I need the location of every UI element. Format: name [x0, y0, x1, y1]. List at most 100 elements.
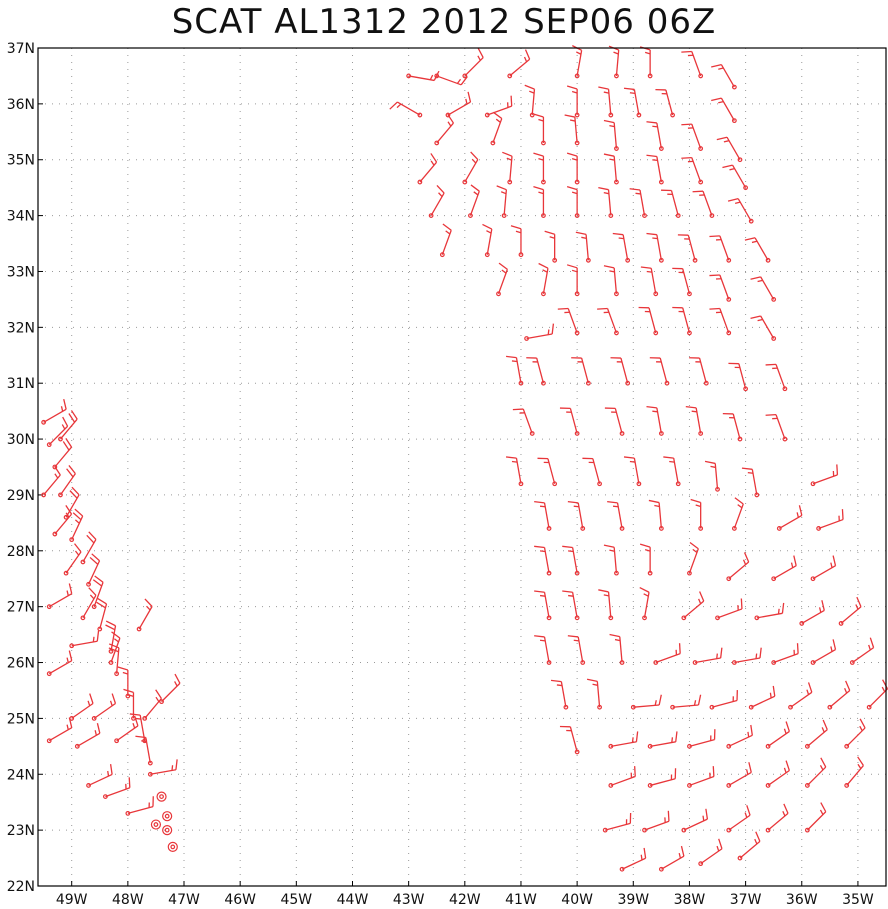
wind-barb: [647, 768, 677, 788]
barb-feather: [598, 589, 609, 593]
barb-half-feather: [573, 505, 579, 508]
barb-half-feather: [754, 838, 758, 845]
barb-half-feather: [718, 67, 724, 70]
wind-barb: [689, 357, 709, 386]
barb-feather: [603, 119, 615, 124]
wind-barb: [726, 805, 751, 833]
barb-half-feather: [757, 279, 763, 283]
barb-staff: [665, 89, 674, 116]
wind-barb: [123, 688, 136, 721]
barb-feather: [859, 718, 866, 729]
barb-staff: [846, 765, 864, 786]
barb-half-feather: [710, 465, 716, 469]
barb-half-feather: [818, 607, 822, 613]
barb-feather: [498, 262, 508, 270]
barb-staff: [728, 561, 750, 580]
barb-feather: [857, 756, 864, 766]
wind-barb: [566, 85, 580, 118]
barb-feather: [117, 666, 129, 671]
barb-feather: [681, 123, 692, 126]
barb-half-feather: [539, 550, 546, 553]
barb-feather: [96, 723, 101, 734]
barb-half-feather: [473, 191, 479, 196]
wind-barb: [849, 637, 875, 665]
barb-half-feather: [538, 157, 544, 161]
wind-barb: [709, 235, 732, 263]
barb-half-feather: [135, 717, 141, 720]
barb-half-feather: [66, 657, 69, 663]
barb-staff: [670, 190, 679, 216]
wind-barb: [524, 323, 555, 341]
barb-feather: [623, 87, 635, 91]
wind-barb: [582, 457, 602, 487]
wind-barb: [748, 685, 776, 710]
wind-barb: [687, 541, 699, 576]
wind-barb: [709, 274, 732, 302]
y-tick-label: 28N: [7, 544, 35, 560]
barb-half-feather: [744, 812, 748, 818]
barb-feather: [74, 508, 84, 517]
wind-barb: [533, 113, 546, 146]
barb-feather: [65, 505, 73, 515]
barb-half-feather: [568, 594, 574, 597]
wind-barb: [46, 717, 73, 744]
barb-feather: [433, 70, 440, 81]
wind-barb: [63, 486, 80, 520]
barb-staff: [161, 682, 181, 703]
barb-feather: [822, 719, 828, 730]
wind-barb: [844, 756, 864, 788]
barb-staff: [818, 518, 844, 530]
barb-staff: [658, 502, 663, 529]
barb-staff: [767, 730, 790, 747]
wind-barb: [810, 464, 839, 487]
barb-staff: [613, 122, 618, 149]
barb-feather: [748, 762, 752, 773]
barb-staff: [607, 591, 612, 618]
barb-feather: [772, 685, 776, 697]
wind-barb: [609, 633, 625, 665]
barb-half-feather: [571, 90, 578, 94]
barb-feather: [658, 694, 662, 706]
barb-staff: [145, 737, 151, 764]
barb-half-feather: [868, 644, 871, 651]
barb-half-feather: [734, 201, 741, 204]
barb-staff: [851, 647, 874, 664]
barb-feather: [586, 678, 598, 682]
barb-half-feather: [146, 605, 151, 611]
barb-half-feather: [742, 559, 747, 565]
barb-half-feather: [87, 700, 91, 706]
barb-staff: [569, 408, 578, 434]
wind-barb: [507, 49, 531, 79]
barb-staff: [650, 268, 657, 294]
barb-feather: [744, 237, 756, 241]
barb-staff: [82, 539, 97, 563]
barb-half-feather: [128, 694, 134, 698]
barb-feather: [557, 307, 569, 310]
barb-staff: [720, 64, 735, 88]
wind-barb: [715, 598, 743, 621]
barb-station: [46, 604, 52, 610]
barb-half-feather: [539, 505, 546, 508]
barb-staff: [596, 681, 601, 708]
calm-outer-ring: [167, 841, 178, 852]
wind-barb: [506, 456, 524, 487]
barb-feather: [634, 766, 636, 777]
barb-feather: [643, 847, 647, 859]
barb-staff: [509, 156, 513, 183]
barb-half-feather: [609, 158, 615, 161]
barb-half-feather: [573, 639, 579, 642]
barb-half-feather: [777, 608, 780, 615]
barb-feather: [832, 639, 837, 650]
barb-feather: [845, 680, 851, 691]
barb-staff: [687, 235, 696, 261]
wind-barb: [672, 306, 692, 336]
barb-feather: [598, 86, 609, 90]
wind-barb: [647, 731, 678, 749]
barb-station: [743, 185, 749, 191]
barb-feather: [108, 647, 119, 653]
barb-half-feather: [695, 504, 701, 508]
barb-half-feather: [769, 692, 772, 699]
barb-staff: [738, 363, 747, 389]
barb-half-feather: [796, 512, 799, 518]
wind-barb: [524, 84, 536, 118]
